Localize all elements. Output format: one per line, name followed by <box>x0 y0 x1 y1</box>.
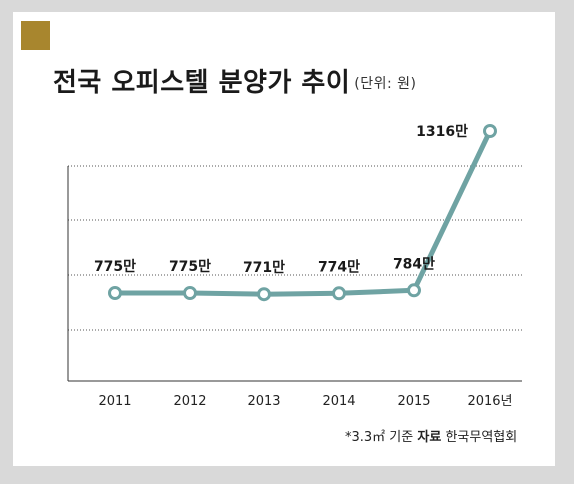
chart-title: 전국 오피스텔 분양가 추이 (단위: 원) <box>53 62 417 99</box>
source-name: 한국무역협회 <box>445 430 518 445</box>
data-label: 771만 <box>243 260 285 276</box>
x-tick-label: 2015 <box>397 394 430 409</box>
chart-card: 전국 오피스텔 분양가 추이 (단위: 원) *3.3㎡ 기준 자료 한국무역협회 <box>13 12 555 466</box>
data-label: 1316만 <box>416 124 468 140</box>
data-point <box>483 124 497 138</box>
footnote-basis: *3.3㎡ 기준 <box>345 430 414 445</box>
footnote: *3.3㎡ 기준 자료 한국무역협회 <box>345 426 517 445</box>
unit-label: (단위: 원) <box>354 76 417 92</box>
data-point <box>332 286 346 301</box>
data-label: 775만 <box>169 259 211 275</box>
x-tick-label: 2016년 <box>467 394 512 409</box>
data-point <box>183 286 197 300</box>
x-tick-label: 2011 <box>98 394 131 409</box>
data-point <box>257 287 271 302</box>
source-label: 자료 <box>417 430 442 445</box>
data-label: 775만 <box>94 259 136 275</box>
series-line <box>112 128 493 297</box>
x-tick-label: 2012 <box>173 394 206 409</box>
x-tick-label: 2014 <box>322 394 355 409</box>
data-point <box>108 286 122 300</box>
data-label: 774만 <box>318 259 360 275</box>
chart-title-text: 전국 오피스텔 분양가 추이 <box>53 68 351 98</box>
data-label: 784만 <box>393 256 435 272</box>
category-badge <box>21 21 50 50</box>
x-tick-label: 2013 <box>247 394 280 409</box>
data-point <box>407 283 421 298</box>
